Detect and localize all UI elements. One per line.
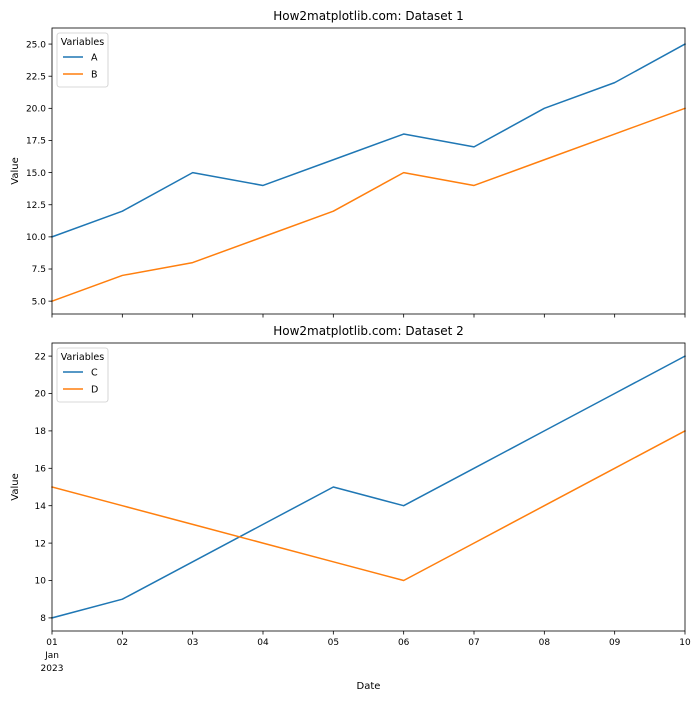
y-tick-label: 22: [35, 352, 46, 362]
legend-label-B: B: [91, 70, 98, 81]
y-tick-label: 5.0: [32, 297, 47, 307]
legend-label-D: D: [91, 385, 98, 396]
legend-2: Variables CD: [56, 347, 109, 403]
x-tick-label: 07: [468, 638, 479, 648]
x-tick-sublabel: 2023: [41, 664, 64, 674]
axes-frame-1: [51, 27, 686, 315]
y-tick-label: 16: [35, 464, 47, 474]
series-line-B: [51, 107, 686, 303]
x-tick-label: 08: [539, 638, 551, 648]
y-tick-label: 12.5: [26, 201, 46, 211]
x-tick-sublabel: Jan: [44, 651, 59, 661]
legend-label-C: C: [91, 368, 98, 379]
legend-1: Variables AB: [56, 32, 109, 88]
series-line-C: [51, 355, 687, 619]
x-tick-label: 09: [609, 638, 621, 648]
legend-title: Variables: [61, 37, 104, 48]
y-tick-label: 25.0: [26, 40, 46, 50]
legend-title: Variables: [61, 352, 104, 363]
axes-2: How2matplotlib.com: Dataset 2 8 10 12 14 16 18…: [10, 324, 691, 692]
x-tick-label: 02: [117, 638, 128, 648]
x-tick-label: 03: [187, 638, 198, 648]
y-tick-label: 20.0: [26, 105, 46, 115]
x-tick-label: 01: [46, 638, 57, 648]
y-tick-label: 10.0: [26, 233, 46, 243]
axes-1: How2matplotlib.com: Dataset 1 5.0 7.5 10.0 1…: [10, 9, 687, 318]
y-tick-label: 10: [35, 577, 47, 587]
x-tick-label: 05: [328, 638, 339, 648]
series-line-D: [51, 429, 687, 582]
chart-title-1: How2matplotlib.com: Dataset 1: [273, 9, 464, 23]
y-tick-label: 20: [35, 390, 47, 400]
y-tick-label: 22.5: [26, 72, 46, 82]
y-tick-label: 15.0: [26, 169, 46, 179]
legend-label-A: A: [91, 53, 98, 64]
y-tick-label: 12: [35, 539, 46, 549]
series-line-A: [51, 43, 687, 238]
x-tick-label: 06: [398, 638, 410, 648]
x-tick-label: 10: [679, 638, 691, 648]
chart-title-2: How2matplotlib.com: Dataset 2: [273, 324, 464, 338]
y-tick-label: 14: [35, 502, 47, 512]
y-tick-label: 8: [40, 614, 46, 624]
y-tick-label: 18: [35, 427, 47, 437]
x-axis-label-2: Date: [357, 681, 381, 692]
y-tick-label: 7.5: [32, 265, 46, 275]
y-axis-label-1: Value: [10, 157, 21, 184]
x-tick-label: 04: [257, 638, 269, 648]
axes-frame-2: [51, 342, 686, 632]
y-axis-label-2: Value: [10, 473, 21, 500]
y-tick-label: 17.5: [26, 137, 46, 147]
